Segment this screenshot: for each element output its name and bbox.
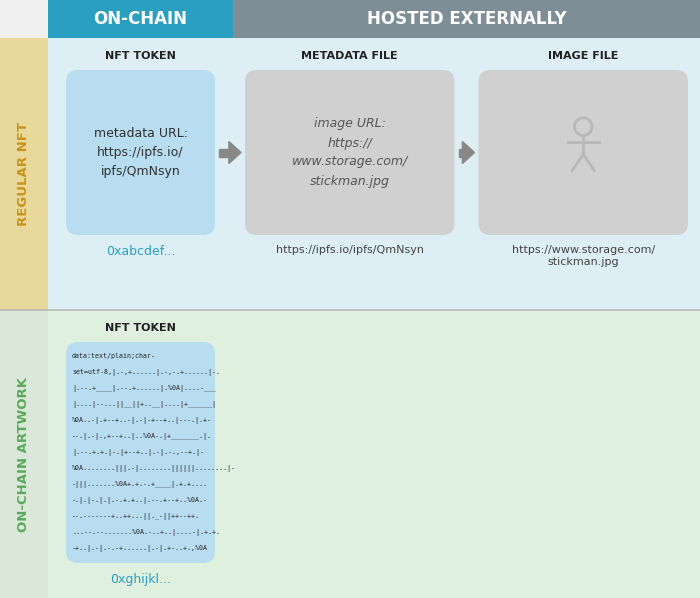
Text: 0xabcdef...: 0xabcdef... bbox=[106, 245, 175, 258]
Text: |.--.+____|.--.+......|.%0A|....-___: |.--.+____|.--.+......|.%0A|....-___ bbox=[72, 385, 216, 392]
Bar bbox=[0, 310, 48, 598]
Text: IMAGE FILE: IMAGE FILE bbox=[548, 51, 618, 61]
Text: HOSTED EXTERNALLY: HOSTED EXTERNALLY bbox=[367, 10, 566, 28]
Text: ON-CHAIN: ON-CHAIN bbox=[94, 10, 188, 28]
Text: %0A..-|.+--+..-|.-|-+--+..|---.|.+-: %0A..-|.+--+..-|.-|-+--+..|---.|.+- bbox=[72, 417, 212, 424]
Bar bbox=[48, 38, 700, 310]
Text: https://ipfs.io/ipfs/QmNsyn: https://ipfs.io/ipfs/QmNsyn bbox=[276, 245, 424, 255]
FancyBboxPatch shape bbox=[66, 70, 215, 235]
Text: %0A........|||.-|........||||||........|-: %0A........|||.-|........||||||........|… bbox=[72, 465, 236, 472]
Polygon shape bbox=[229, 142, 241, 163]
Text: --.-------+..++...||._-||++--++.: --.-------+..++...||._-||++--++. bbox=[72, 513, 200, 520]
Bar bbox=[48, 0, 233, 38]
FancyBboxPatch shape bbox=[245, 70, 454, 235]
Polygon shape bbox=[458, 148, 463, 157]
Text: set=utf-8,|.-,+......|.-,-.+......|-.: set=utf-8,|.-,+......|.-,-.+......|-. bbox=[72, 368, 220, 376]
FancyBboxPatch shape bbox=[479, 70, 688, 235]
Text: |....|--...||__||+..__|....|+______|: |....|--...||__||+..__|....|+______| bbox=[72, 401, 216, 408]
Polygon shape bbox=[463, 142, 475, 163]
Text: |.--.+.+.|-.|+--+..|.-|.-.,--+.|-: |.--.+.+.|-.|+--+..|.-|.-.,--+.|- bbox=[72, 449, 204, 456]
Text: 0xghijkl...: 0xghijkl... bbox=[110, 573, 171, 586]
Text: REGULAR NFT: REGULAR NFT bbox=[18, 122, 31, 226]
Text: ON-CHAIN ARTWORK: ON-CHAIN ARTWORK bbox=[18, 377, 31, 532]
Bar bbox=[48, 310, 700, 598]
Text: -.|.|-.|.|.-.+.+..|.--.+--+..%0A.-: -.|.|-.|.|.-.+.+..|.--.+--+..%0A.- bbox=[72, 497, 208, 504]
Text: ...--.--.......%0A.-..+..|....-|.+.+.: ...--.--.......%0A.-..+..|....-|.+.+. bbox=[72, 529, 220, 536]
Text: -|||.......%0A+.+.-.+____|.+.+....: -|||.......%0A+.+.-.+____|.+.+.... bbox=[72, 481, 208, 488]
Text: image URL:
https://
www.storage.com/
stickman.jpg: image URL: https:// www.storage.com/ sti… bbox=[292, 117, 408, 188]
Text: metadata URL:
https://ipfs.io/
ipfs/QmNsyn: metadata URL: https://ipfs.io/ ipfs/QmNs… bbox=[94, 127, 188, 178]
Bar bbox=[0, 38, 48, 310]
Text: NFT TOKEN: NFT TOKEN bbox=[105, 323, 176, 333]
Text: --.|.-|.,+--+..|..%0A-.|+_______.|.: --.|.-|.,+--+..|..%0A-.|+_______.|. bbox=[72, 433, 212, 440]
FancyBboxPatch shape bbox=[66, 342, 215, 563]
Polygon shape bbox=[219, 148, 229, 157]
Text: https://www.storage.com/
stickman.jpg: https://www.storage.com/ stickman.jpg bbox=[512, 245, 655, 267]
Text: -+..|.-|.-.-+......|.-|.+-..+.,%0A: -+..|.-|.-.-+......|.-|.+-..+.,%0A bbox=[72, 545, 208, 553]
Text: data:text/plain;char-: data:text/plain;char- bbox=[72, 353, 156, 359]
Bar bbox=[233, 0, 700, 38]
Text: METADATA FILE: METADATA FILE bbox=[302, 51, 398, 61]
Text: NFT TOKEN: NFT TOKEN bbox=[105, 51, 176, 61]
